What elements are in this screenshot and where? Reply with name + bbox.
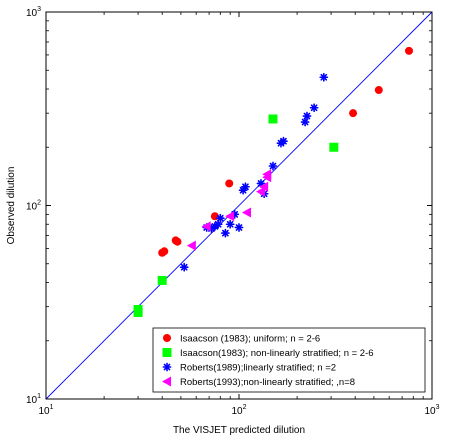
data-point [329, 142, 339, 152]
legend-item: Roberts(1993);non-linearly stratified; ,… [162, 376, 355, 388]
data-point [201, 221, 211, 232]
x-tick-label: 101 [38, 404, 53, 417]
y-axis-label: Observed dilution [6, 167, 17, 245]
data-point [255, 186, 265, 197]
data-point [160, 247, 169, 256]
data-point [133, 305, 143, 315]
data-point [173, 237, 182, 246]
data-point [262, 169, 272, 180]
data-point [241, 182, 250, 192]
y-tick-label: 101 [26, 393, 41, 406]
data-point [225, 211, 235, 222]
y-tick-label: 102 [26, 200, 41, 213]
legend-marker [162, 376, 171, 387]
data-point [220, 228, 230, 238]
data-point [374, 86, 383, 95]
data-point [225, 179, 234, 188]
data-point [179, 262, 189, 272]
legend-marker [162, 348, 172, 357]
legend-item: Roberts(1989);linearly stratified; n =2 [162, 362, 336, 374]
legend-label: Isaacson(1983); non-linearly stratified;… [180, 348, 374, 359]
legend-label: Isaacson (1983); uniform; n = 2-6 [180, 334, 320, 345]
data-point [241, 207, 251, 218]
legend-item: Isaacson (1983); uniform; n = 2-6 [163, 334, 320, 345]
data-point [186, 240, 196, 251]
legend-item: Isaacson(1983); non-linearly stratified;… [162, 348, 374, 359]
data-point [215, 213, 225, 223]
x-tick-label: 102 [231, 404, 246, 417]
data-point [157, 275, 167, 285]
data-point [302, 111, 312, 121]
legend: Isaacson (1983); uniform; n = 2-6 Isaacso… [152, 327, 426, 393]
data-point [404, 46, 413, 55]
data-point [234, 223, 244, 232]
legend-marker [162, 362, 172, 372]
x-tick-label: 103 [424, 404, 439, 417]
series-3 [186, 169, 272, 251]
data-point [213, 219, 223, 229]
axis-ticks: 101 102 103 101 102 103 [26, 6, 440, 417]
series-1 [133, 114, 339, 317]
data-point [259, 181, 269, 192]
legend-label: Roberts(1989);linearly stratified; n =2 [180, 363, 336, 374]
data-point [319, 72, 329, 82]
data-markers [133, 46, 413, 317]
legend-label: Roberts(1993);non-linearly stratified; ,… [180, 377, 355, 388]
data-point [268, 161, 278, 171]
data-point [268, 114, 278, 124]
y-tick-label: 103 [26, 6, 41, 19]
reference-line [45, 11, 433, 400]
data-point [349, 109, 358, 118]
data-point [279, 136, 288, 146]
x-axis-label: The VISJET predicted dilution [173, 425, 305, 436]
legend-box [152, 327, 426, 393]
legend-marker [163, 334, 171, 342]
data-point [309, 103, 319, 113]
data-point [225, 219, 235, 229]
